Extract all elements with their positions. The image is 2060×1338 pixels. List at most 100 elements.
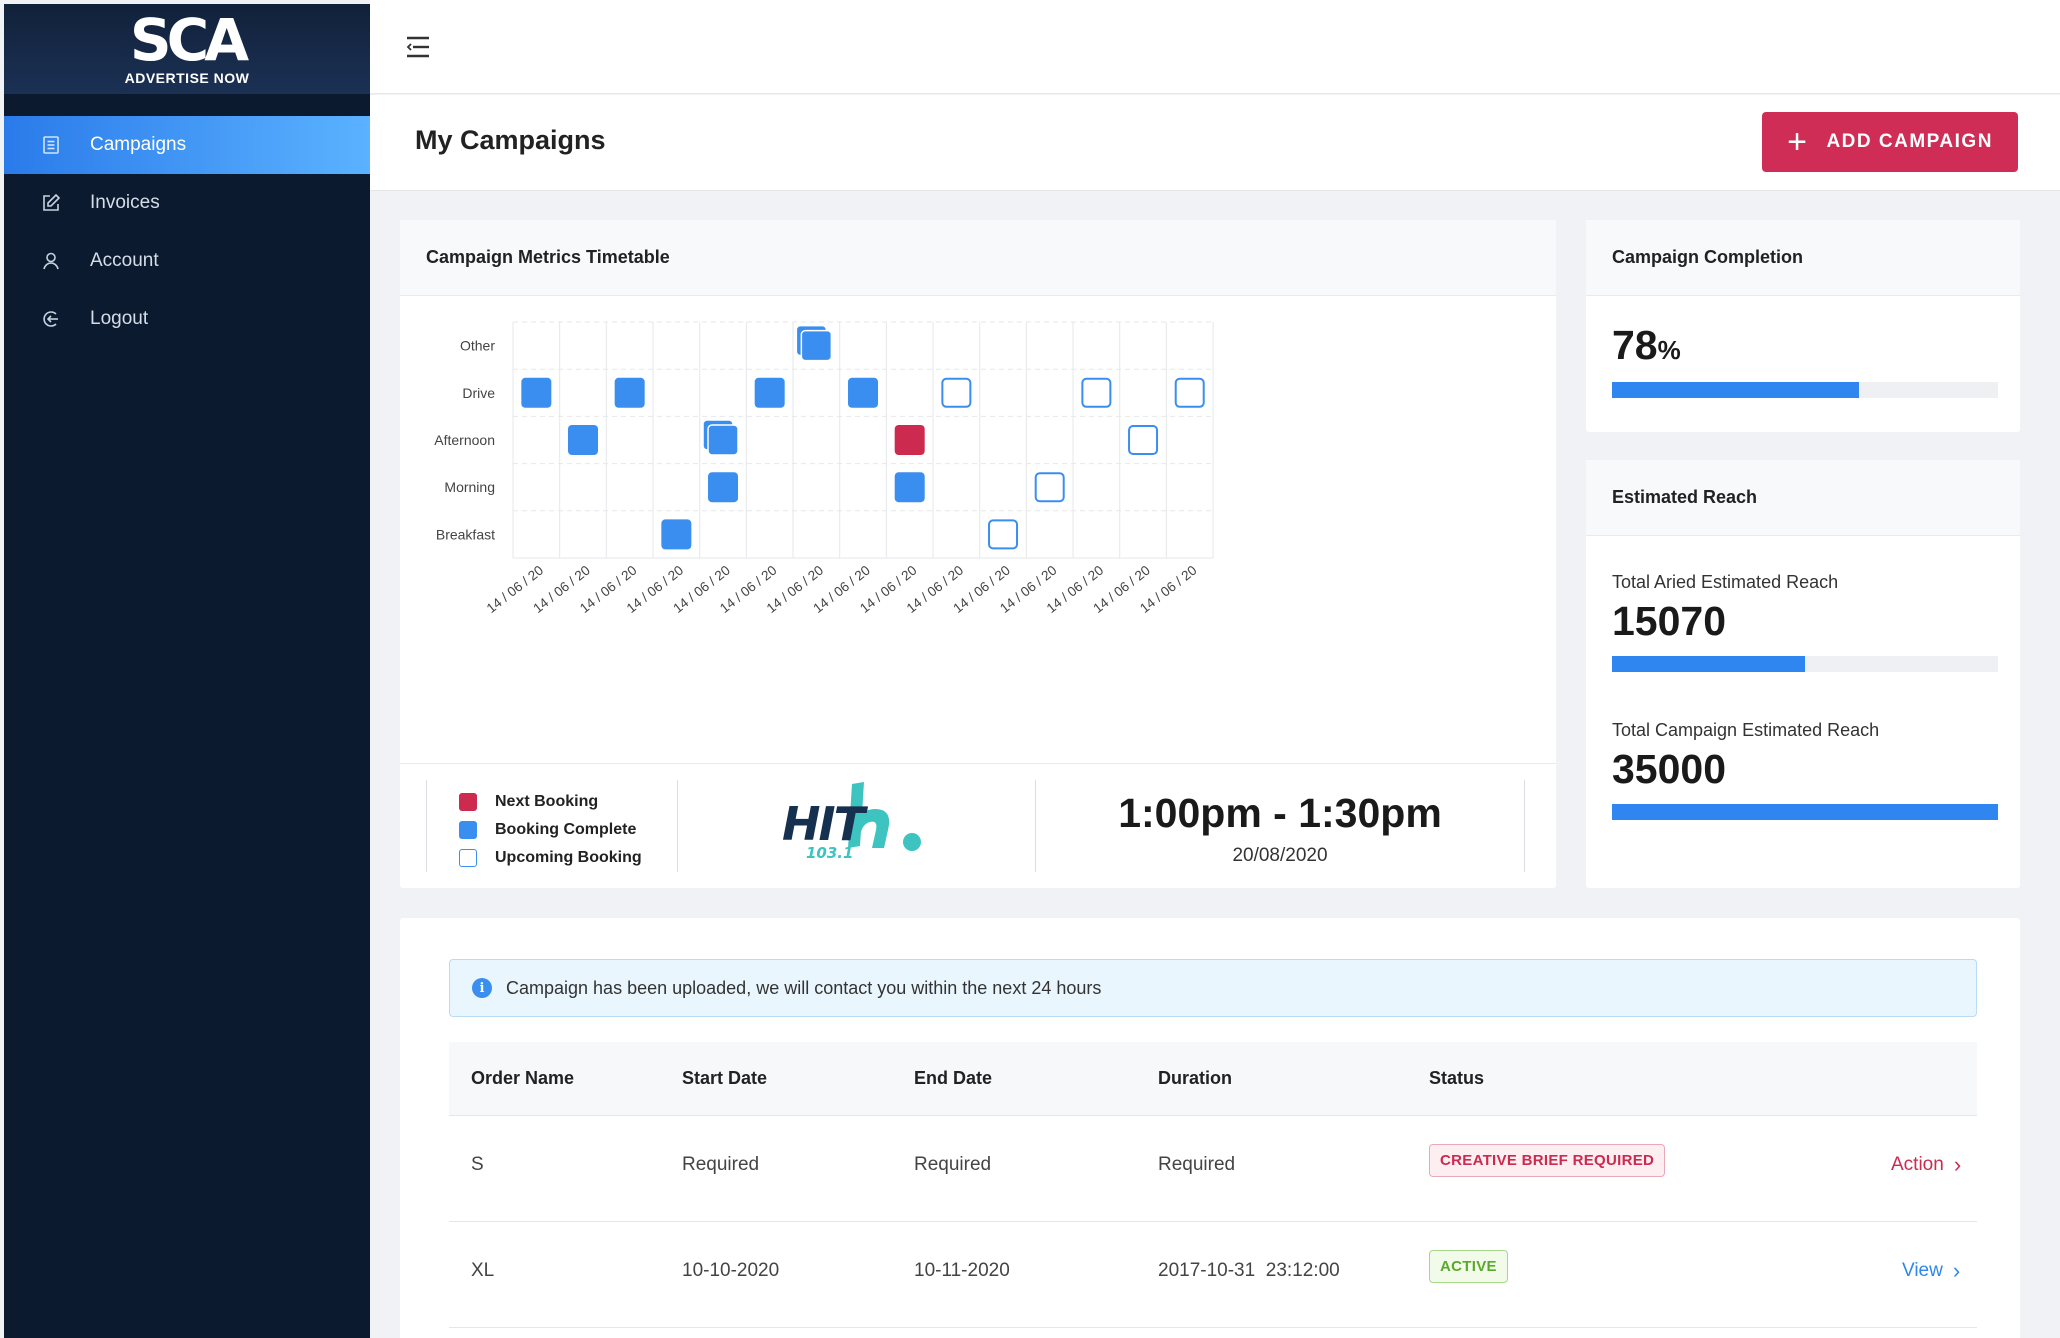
duration: 2017-10-31 23:12:00 — [1158, 1260, 1340, 1281]
sidebar-item-invoices[interactable]: Invoices — [4, 174, 370, 232]
view-link[interactable]: View › — [1902, 1258, 1960, 1284]
duration: Required — [1158, 1154, 1236, 1175]
sidebar-item-label: Invoices — [90, 192, 160, 213]
menu-toggle-icon[interactable] — [404, 34, 432, 60]
completion-unit: % — [1657, 335, 1681, 365]
legend-label: Upcoming Booking — [495, 849, 642, 866]
table-header: Order Name Start Date End Date Duration … — [449, 1042, 1977, 1116]
booking-cell-next — [894, 425, 925, 455]
sidebar-item-label: Logout — [90, 308, 149, 329]
order-name: S — [471, 1154, 484, 1175]
end-date: Required — [914, 1154, 992, 1175]
page-title: My Campaigns — [415, 125, 606, 155]
completion-progress-bar — [1612, 382, 1998, 398]
legend-label: Next Booking — [495, 793, 599, 810]
booking-cell-upcoming — [941, 377, 972, 408]
legend-swatch-upcoming — [459, 849, 477, 867]
action-label: Action — [1891, 1154, 1944, 1175]
campaigns-table-card: i Campaign has been uploaded, we will co… — [400, 918, 2020, 1338]
action-link[interactable]: Action › — [1891, 1152, 1961, 1178]
brand-logo[interactable]: SCA ADVERTISE NOW — [4, 4, 370, 94]
status-badge: CREATIVE BRIEF REQUIRED — [1429, 1144, 1666, 1177]
chevron-right-icon: › — [1952, 1258, 1961, 1283]
card-title: Estimated Reach — [1586, 460, 2020, 536]
chevron-right-icon: › — [1953, 1152, 1962, 1177]
booking-cell-complete — [707, 424, 739, 456]
status-badge: ACTIVE — [1429, 1250, 1508, 1283]
legend-label: Booking Complete — [495, 821, 637, 838]
booking-date: 20/08/2020 — [1232, 845, 1328, 866]
booking-cell-complete — [521, 377, 552, 408]
legend-swatch-next — [459, 793, 477, 811]
alert-message: Campaign has been uploaded, we will cont… — [506, 977, 1102, 998]
sidebar-item-label: Account — [90, 250, 159, 271]
brand-subtitle: ADVERTISE NOW — [124, 70, 250, 86]
booking-cell-upcoming — [1081, 377, 1112, 408]
edit-icon — [40, 192, 62, 214]
column-header: Order Name — [471, 1068, 575, 1088]
booking-cell-upcoming — [1128, 425, 1159, 455]
booking-cell-complete — [800, 329, 833, 362]
sidebar-item-label: Campaigns — [90, 134, 187, 155]
booking-time: 1:00pm - 1:30pm 20/08/2020 — [1035, 780, 1525, 872]
timetable-footer: Next Booking Booking Complete Upcoming B… — [400, 763, 1556, 888]
add-campaign-label: ADD CAMPAIGN — [1826, 131, 1993, 152]
legend-next-booking: Next Booking — [459, 788, 677, 816]
campaign-metrics-card: Campaign Metrics Timetable Other Drive Aft… — [400, 220, 1556, 888]
column-header: Start Date — [682, 1068, 768, 1088]
svg-text:103.1: 103.1 — [806, 844, 853, 862]
plus-icon: + — [1787, 123, 1809, 161]
booking-cell-complete — [894, 472, 925, 503]
completion-value: 78% — [1612, 322, 1681, 369]
action-label: View — [1902, 1260, 1943, 1281]
time-range: 1:00pm - 1:30pm — [1118, 790, 1442, 836]
legend-upcoming-booking: Upcoming Booking — [459, 844, 677, 872]
row-label: Drive — [462, 385, 495, 401]
booking-cell-complete — [568, 425, 599, 455]
svg-text:HIT: HIT — [782, 797, 869, 851]
table-row[interactable]: XL 10-10-2020 10-11-2020 2017-10-31 23:1… — [449, 1222, 1977, 1328]
card-title: Campaign Completion — [1586, 220, 2020, 296]
info-icon: i — [472, 978, 492, 998]
campaign-reach-value: 35000 — [1612, 746, 1727, 792]
row-label: Breakfast — [436, 526, 495, 542]
completion-number: 78 — [1612, 322, 1658, 368]
column-header: Status — [1429, 1068, 1485, 1088]
table-row[interactable]: S Required Required Required CREATIVE BR… — [449, 1116, 1977, 1222]
campaign-reach-bar — [1612, 804, 1998, 820]
sidebar-item-logout[interactable]: Logout — [4, 290, 370, 348]
booking-cell-upcoming — [1174, 377, 1205, 408]
logout-icon — [40, 308, 62, 330]
campaign-completion-card: Campaign Completion 78% — [1586, 220, 2020, 432]
booking-cell-complete — [661, 519, 692, 550]
sidebar-nav: Campaigns Invoices Account Logout — [4, 116, 370, 348]
start-date: 10-10-2020 — [682, 1260, 780, 1281]
sidebar-item-account[interactable]: Account — [4, 232, 370, 290]
booking-cell-upcoming — [988, 519, 1019, 550]
aired-reach-bar — [1612, 656, 1998, 672]
info-alert: i Campaign has been uploaded, we will co… — [449, 959, 1977, 1017]
aired-reach-label: Total Aried Estimated Reach — [1612, 572, 1839, 592]
sidebar: SCA ADVERTISE NOW Campaigns Invoices Acc… — [4, 4, 370, 1338]
booking-cell-complete — [614, 377, 645, 408]
column-header: Duration — [1158, 1068, 1232, 1088]
sidebar-item-campaigns[interactable]: Campaigns — [4, 116, 370, 174]
completion-progress-fill — [1612, 382, 1860, 398]
campaign-reach-label: Total Campaign Estimated Reach — [1612, 720, 1880, 740]
user-icon — [40, 250, 62, 272]
aired-reach-value: 15070 — [1612, 598, 1727, 644]
booking-cell-complete — [848, 377, 879, 408]
station-logo: HIT 103.1 — [782, 782, 921, 862]
order-name: XL — [471, 1260, 495, 1281]
chart-legend: Next Booking Booking Complete Upcoming B… — [426, 780, 678, 872]
document-icon — [40, 134, 62, 156]
column-header: End Date — [914, 1068, 993, 1088]
end-date: 10-11-2020 — [914, 1260, 1010, 1281]
booking-cell-upcoming — [1034, 472, 1065, 503]
card-title: Campaign Metrics Timetable — [400, 220, 1556, 296]
booking-cell-complete — [708, 472, 739, 503]
add-campaign-button[interactable]: + ADD CAMPAIGN — [1762, 112, 2018, 172]
row-label: Other — [460, 338, 495, 354]
estimated-reach-card: Estimated Reach Total Aried Estimated Re… — [1586, 460, 2020, 888]
